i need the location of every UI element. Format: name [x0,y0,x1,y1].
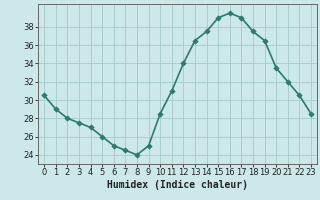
X-axis label: Humidex (Indice chaleur): Humidex (Indice chaleur) [107,180,248,190]
